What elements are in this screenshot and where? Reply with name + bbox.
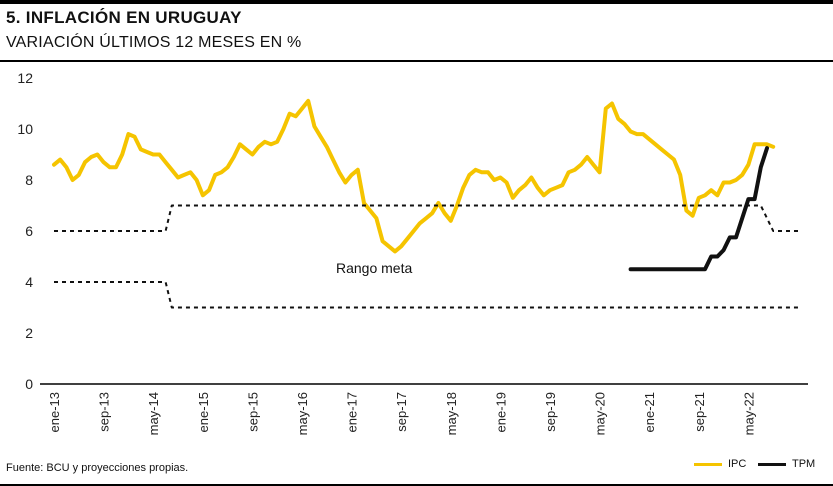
legend-item-tpm: TPM bbox=[758, 458, 815, 470]
chart-subtitle: VARIACIÓN ÚLTIMOS 12 MESES EN % bbox=[6, 34, 302, 51]
x-tick-label: sep-15 bbox=[245, 392, 260, 432]
top-rule bbox=[0, 0, 833, 4]
legend-swatch-ipc bbox=[694, 462, 722, 466]
x-tick-label: sep-19 bbox=[543, 392, 558, 432]
x-tick-label: ene-13 bbox=[47, 392, 62, 432]
x-tick-label: ene-21 bbox=[642, 392, 657, 432]
header-rule bbox=[0, 60, 833, 62]
source-note: Fuente: BCU y proyecciones propias. bbox=[6, 462, 189, 474]
legend-swatch-tpm bbox=[758, 462, 786, 466]
legend-item-ipc: IPC bbox=[694, 458, 746, 470]
series-line-tpm bbox=[628, 146, 769, 272]
x-tick-label: may-20 bbox=[593, 392, 608, 435]
y-tick-label: 0 bbox=[25, 376, 33, 392]
range-line-upper bbox=[54, 204, 798, 232]
x-tick-label: ene-15 bbox=[196, 392, 211, 432]
y-tick-label: 8 bbox=[25, 172, 33, 188]
x-tick-label: may-18 bbox=[444, 392, 459, 435]
x-tick-label: sep-13 bbox=[97, 392, 112, 432]
x-tick-label: ene-17 bbox=[345, 392, 360, 432]
bottom-rule bbox=[0, 484, 833, 486]
y-tick-label: 4 bbox=[25, 274, 33, 290]
y-tick-label: 6 bbox=[25, 223, 33, 239]
range-annotation: Rango meta bbox=[336, 260, 412, 276]
range-line-lower bbox=[54, 281, 798, 309]
legend-label-ipc: IPC bbox=[728, 458, 747, 470]
x-tick-label: may-14 bbox=[146, 392, 161, 435]
series-line-ipc bbox=[52, 98, 776, 254]
legend-label-tpm: TPM bbox=[792, 458, 816, 470]
y-tick-label: 10 bbox=[17, 121, 33, 137]
y-tick-label: 12 bbox=[17, 70, 33, 86]
x-tick-label: may-22 bbox=[741, 392, 756, 435]
x-tick-label: may-16 bbox=[295, 392, 310, 435]
x-tick-label: ene-19 bbox=[493, 392, 508, 432]
chart-title: 5. INFLACIÓN EN URUGUAY bbox=[6, 8, 242, 27]
x-tick-label: sep-21 bbox=[692, 392, 707, 432]
y-tick-label: 2 bbox=[25, 325, 33, 341]
x-tick-label: sep-17 bbox=[394, 392, 409, 432]
